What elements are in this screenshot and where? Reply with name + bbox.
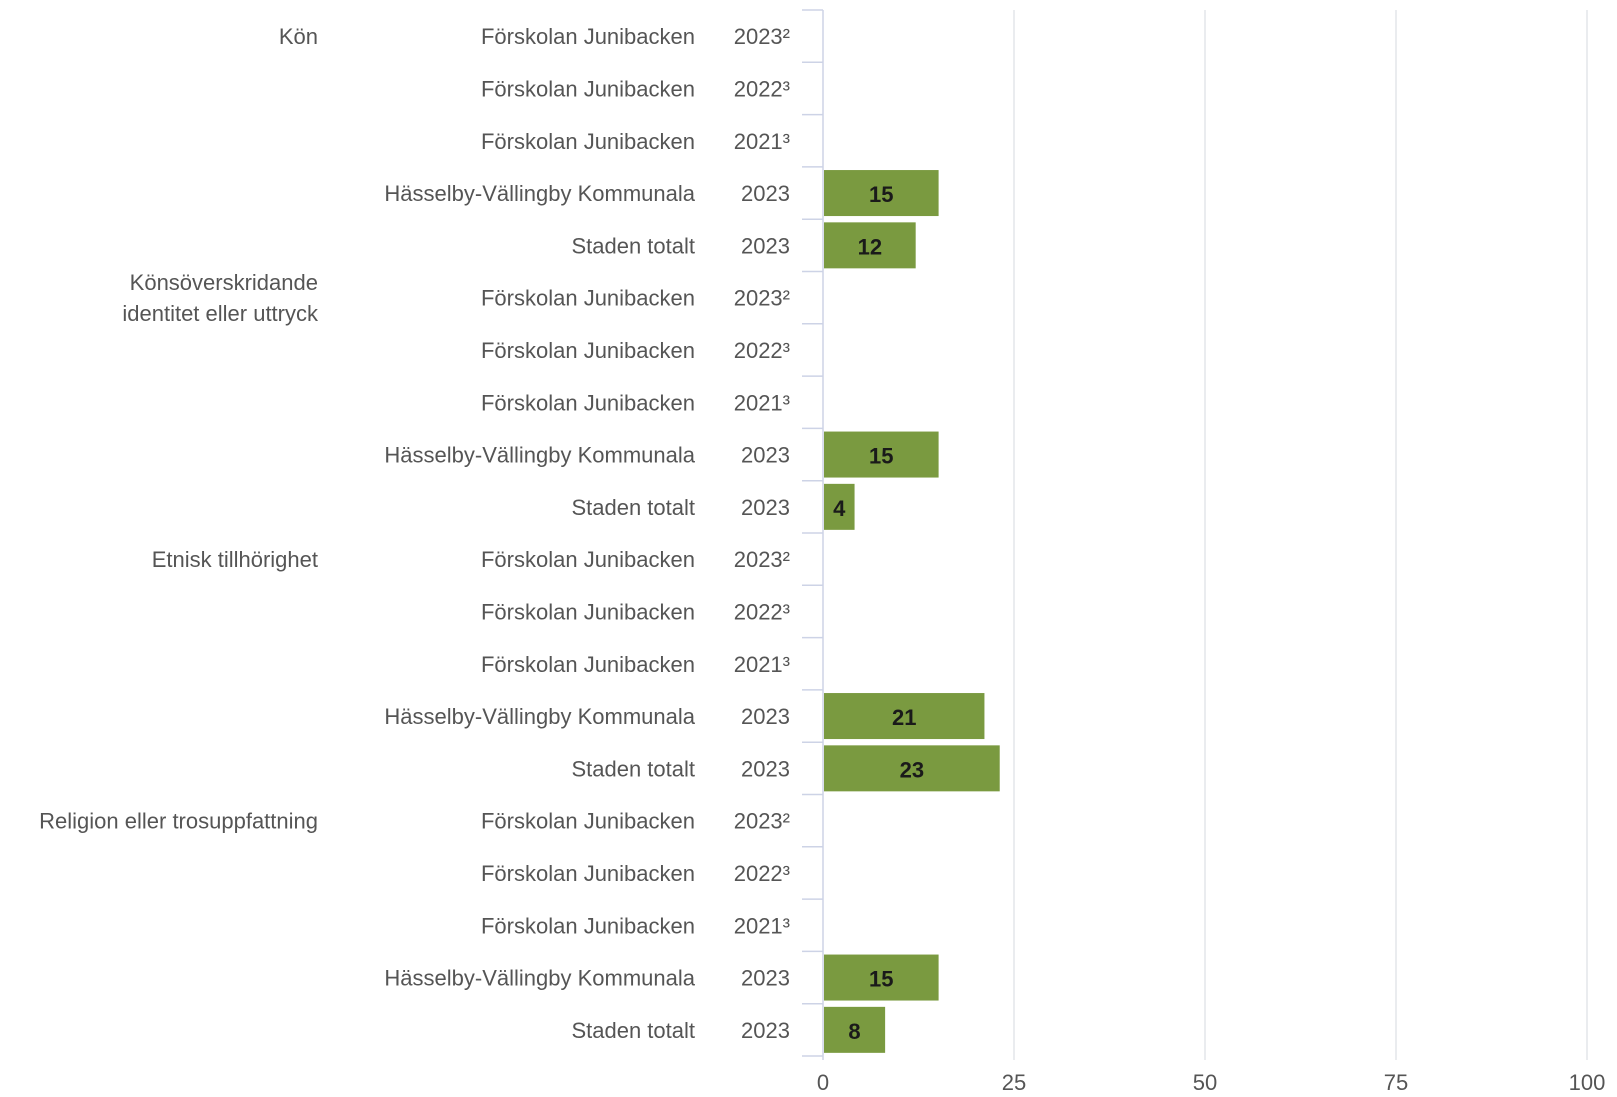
year-label: 2022³ [734, 338, 790, 363]
group-label: Kön [279, 24, 318, 49]
bars: 15 12 15 4 21 23 15 8 [824, 170, 1000, 1053]
unit-label: Förskolan Junibacken [481, 652, 695, 677]
y-axis [802, 9, 824, 1060]
year-label: 2023 [741, 443, 790, 468]
bar-value-label: 4 [833, 496, 846, 521]
bar-value-label: 12 [858, 234, 882, 259]
unit-label: Förskolan Junibacken [481, 390, 695, 415]
year-label: 2023 [741, 1018, 790, 1043]
x-tick-label: 25 [1002, 1070, 1026, 1095]
year-label: 2023² [734, 547, 790, 572]
bar-value-label: 15 [869, 182, 893, 207]
x-tick-label: 75 [1384, 1070, 1408, 1095]
unit-label: Staden totalt [571, 233, 695, 258]
bar [824, 431, 939, 478]
group-label-line: Könsöverskridande [130, 270, 318, 295]
x-tick-label: 0 [817, 1070, 829, 1095]
group-label-line: Religion eller trosuppfattning [39, 809, 318, 834]
unit-label: Förskolan Junibacken [481, 913, 695, 938]
bar [824, 745, 1000, 792]
unit-label: Förskolan Junibacken [481, 547, 695, 572]
year-label: 2021³ [734, 129, 790, 154]
category-labels: Förskolan Junibacken 2023² Förskolan Junib… [39, 24, 790, 1043]
x-tick-label: 50 [1193, 1070, 1217, 1095]
bar [824, 170, 939, 217]
bar [824, 1006, 886, 1053]
group-label-line: Etnisk tillhörighet [152, 547, 318, 572]
bar-value-label: 15 [869, 967, 893, 992]
unit-label: Hässelby-Vällingby Kommunala [384, 443, 695, 468]
year-label: 2023 [741, 966, 790, 991]
unit-label: Förskolan Junibacken [481, 861, 695, 886]
unit-label: Förskolan Junibacken [481, 129, 695, 154]
unit-label: Staden totalt [571, 495, 695, 520]
unit-label: Förskolan Junibacken [481, 338, 695, 363]
unit-label: Förskolan Junibacken [481, 24, 695, 49]
unit-label: Staden totalt [571, 756, 695, 781]
bar-value-label: 23 [900, 757, 924, 782]
unit-label: Hässelby-Vällingby Kommunala [384, 966, 695, 991]
year-label: 2023 [741, 704, 790, 729]
group-label: Etnisk tillhörighet [152, 547, 318, 572]
year-label: 2023² [734, 286, 790, 311]
unit-label: Förskolan Junibacken [481, 286, 695, 311]
group-label: Religion eller trosuppfattning [39, 809, 318, 834]
year-label: 2021³ [734, 652, 790, 677]
unit-label: Förskolan Junibacken [481, 76, 695, 101]
group-label: Könsöverskridande identitet eller uttryck [122, 270, 319, 326]
year-label: 2023 [741, 233, 790, 258]
unit-label: Förskolan Junibacken [481, 599, 695, 624]
bar [824, 222, 916, 269]
bar-value-label: 21 [892, 705, 916, 730]
unit-label: Förskolan Junibacken [481, 809, 695, 834]
year-label: 2023² [734, 809, 790, 834]
year-label: 2022³ [734, 76, 790, 101]
year-label: 2023 [741, 756, 790, 781]
year-label: 2021³ [734, 390, 790, 415]
year-label: 2023 [741, 181, 790, 206]
unit-label: Hässelby-Vällingby Kommunala [384, 704, 695, 729]
x-tick-label: 100 [1569, 1070, 1606, 1095]
group-label-line: Kön [279, 24, 318, 49]
bar-value-label: 8 [848, 1019, 860, 1044]
group-label-line: identitet eller uttryck [122, 301, 319, 326]
bar-value-label: 15 [869, 444, 893, 469]
year-label: 2022³ [734, 861, 790, 886]
year-label: 2023 [741, 495, 790, 520]
year-label: 2022³ [734, 599, 790, 624]
unit-label: Hässelby-Vällingby Kommunala [384, 181, 695, 206]
bar [824, 954, 939, 1001]
unit-label: Staden totalt [571, 1018, 695, 1043]
bar [824, 483, 855, 530]
bar [824, 693, 985, 740]
x-axis-ticks: 0 25 50 75 100 [817, 1070, 1605, 1095]
gridlines [1013, 10, 1588, 1060]
year-label: 2023² [734, 24, 790, 49]
year-label: 2021³ [734, 913, 790, 938]
